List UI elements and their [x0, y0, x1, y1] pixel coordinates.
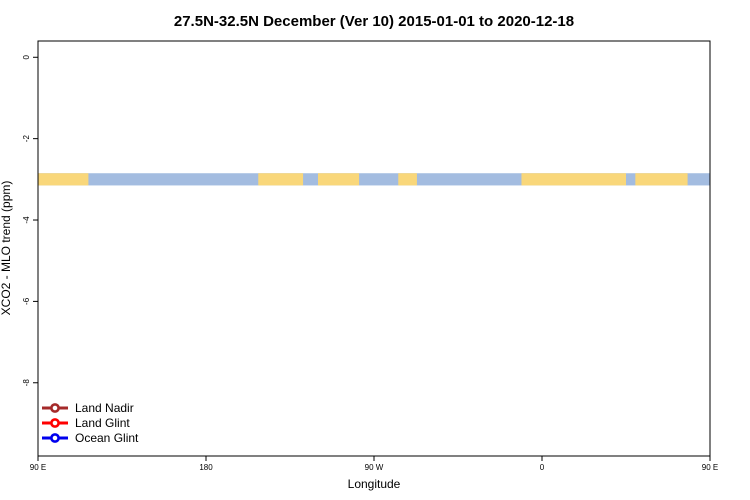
map-land-patch [635, 173, 688, 186]
map-strip [38, 173, 710, 186]
legend-marker [50, 418, 60, 428]
axes: 90 E 180 90 W 0 90 E 0 -2 -4 -6 -8 [22, 55, 718, 472]
legend-label: Land Glint [75, 416, 130, 430]
map-land-patch [398, 173, 417, 186]
legend-item: Land Nadir [42, 401, 134, 415]
legend-label: Ocean Glint [75, 431, 139, 445]
y-tick-label: -6 [22, 297, 31, 305]
map-land-patch [521, 173, 626, 186]
x-tick-label: 90 E [702, 463, 718, 472]
y-tick-label: 0 [22, 55, 31, 60]
chart-title: 27.5N-32.5N December (Ver 10) 2015-01-01… [174, 13, 574, 30]
legend-label: Land Nadir [75, 401, 134, 415]
legend-marker [50, 433, 60, 443]
x-tick-label: 90 E [30, 463, 46, 472]
map-land-patch [318, 173, 360, 186]
y-tick-label: -2 [22, 135, 31, 143]
x-tick-label: 0 [540, 463, 545, 472]
legend-item: Land Glint [42, 416, 130, 430]
y-tick-label: -4 [22, 216, 31, 224]
x-axis-label: Longitude [348, 477, 401, 491]
x-tick-label: 90 W [365, 463, 384, 472]
x-tick-label: 180 [199, 463, 213, 472]
legend-item: Ocean Glint [42, 431, 139, 445]
map-land-patch [258, 173, 304, 186]
y-axis-label: XCO2 - MLO trend (ppm) [0, 181, 13, 316]
map-land-patch [38, 173, 89, 186]
plot-frame [37, 40, 711, 457]
legend-marker [50, 403, 60, 413]
y-tick-label: -8 [22, 379, 31, 387]
